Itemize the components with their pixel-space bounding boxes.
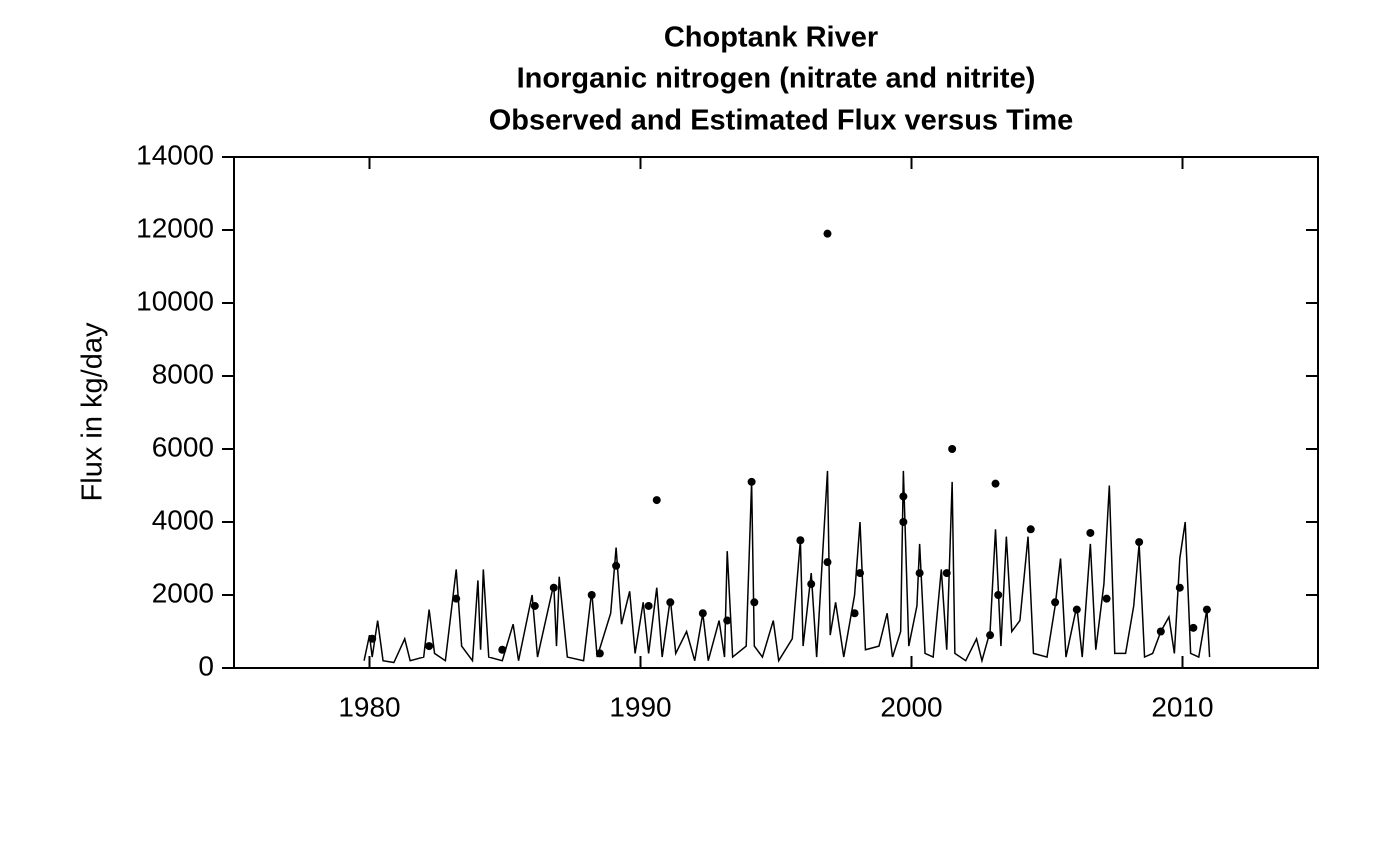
observed-point <box>991 479 1000 488</box>
observed-point <box>425 642 434 651</box>
observed-point <box>1086 528 1095 537</box>
observed-point <box>915 569 924 578</box>
chart-subtitle: Inorganic nitrogen (nitrate and nitrite) <box>517 63 1036 95</box>
y-tick-label: 6000 <box>152 431 214 462</box>
y-tick-label: 14000 <box>136 139 214 170</box>
observed-point <box>1072 605 1081 614</box>
observed-point <box>856 569 865 578</box>
x-tick-label: 1980 <box>338 691 400 722</box>
observed-point <box>666 598 675 607</box>
x-tick-label: 2010 <box>1151 691 1213 722</box>
observed-point <box>652 496 661 505</box>
observed-point <box>823 229 832 238</box>
observed-point <box>823 558 832 567</box>
observed-point <box>747 477 756 486</box>
observed-point <box>1202 605 1211 614</box>
plot-frame <box>233 156 1319 669</box>
observed-point <box>1189 623 1198 632</box>
y-tick-label: 2000 <box>152 577 214 608</box>
x-tick-label: 2000 <box>880 691 942 722</box>
observed-point <box>899 518 908 526</box>
observed-point <box>1156 627 1165 636</box>
observed-point <box>549 583 558 592</box>
observed-point <box>723 616 732 625</box>
observed-point <box>942 569 951 578</box>
y-axis-label: Flux in kg/day <box>77 322 109 501</box>
y-tick-label: 0 <box>198 650 214 681</box>
observed-point <box>1135 538 1144 547</box>
observed-point <box>807 580 816 589</box>
y-tick-label: 4000 <box>152 504 214 535</box>
observed-point <box>1051 598 1060 607</box>
observed-point <box>899 492 908 501</box>
y-tick-label: 10000 <box>136 285 214 316</box>
observed-point <box>644 601 653 610</box>
observed-point <box>994 591 1003 599</box>
estimated-line <box>363 470 1211 664</box>
observed-point <box>698 609 707 618</box>
observed-point <box>986 631 995 640</box>
observed-point <box>612 561 621 570</box>
y-tick-label: 12000 <box>136 212 214 243</box>
observed-point <box>368 634 377 643</box>
observed-point <box>587 591 596 599</box>
observed-point <box>530 601 539 610</box>
observed-point <box>1175 583 1184 592</box>
observed-point <box>850 609 859 618</box>
observed-point <box>750 598 759 607</box>
chart-title: Choptank River <box>664 22 878 54</box>
observed-point <box>498 645 507 654</box>
observed-point <box>796 536 805 545</box>
y-tick-label: 8000 <box>152 358 214 389</box>
observed-point <box>948 445 957 453</box>
observed-point <box>452 594 461 603</box>
observed-point <box>1102 594 1111 603</box>
x-tick-label: 1990 <box>609 691 671 722</box>
observed-point <box>595 649 604 658</box>
observed-point <box>1026 525 1035 534</box>
chart-subtitle: Observed and Estimated Flux versus Time <box>489 105 1074 137</box>
